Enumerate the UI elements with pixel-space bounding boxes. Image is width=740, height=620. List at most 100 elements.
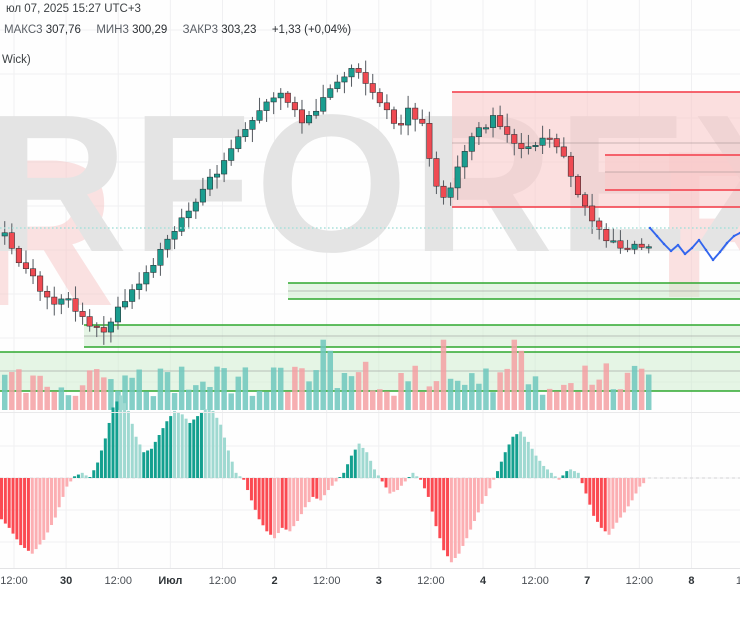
axis-tick-label: 30 — [59, 575, 73, 587]
macd-bar — [419, 478, 423, 480]
macd-bar — [88, 477, 92, 478]
macd-bar — [499, 461, 503, 478]
macd-bar — [226, 450, 230, 478]
macd-bar — [534, 455, 538, 478]
volume-bar — [178, 366, 185, 410]
candle-body — [114, 306, 121, 323]
volume-bar — [9, 372, 15, 410]
forecast-point — [704, 248, 708, 252]
macd-pane[interactable] — [0, 395, 740, 568]
macd-bar — [446, 478, 450, 557]
macd-bar — [234, 472, 238, 478]
pane-divider-1 — [0, 412, 740, 413]
volume-bar — [150, 396, 157, 410]
volume-bar — [242, 367, 249, 410]
macd-bar — [115, 401, 119, 478]
macd-bar — [449, 478, 453, 563]
forecast-line — [649, 227, 740, 261]
axis-tick-label: 12:00 — [625, 575, 654, 587]
macd-bar — [99, 450, 103, 478]
macd-bar — [319, 478, 323, 501]
macd-bar — [538, 460, 542, 478]
macd-bar — [399, 478, 403, 486]
macd-bar — [376, 475, 380, 478]
volume-bar — [497, 372, 503, 410]
candle-body — [440, 185, 447, 198]
candle-body — [72, 298, 79, 312]
candle-body — [93, 325, 100, 328]
volume-bar — [624, 372, 631, 410]
macd-bar — [215, 417, 219, 478]
macd-bar — [553, 476, 557, 478]
candle-body — [468, 136, 475, 152]
volume-bar — [164, 372, 171, 410]
candle-body — [164, 238, 171, 250]
candle-body — [475, 127, 482, 137]
volume-bar — [235, 376, 242, 410]
candle-body — [419, 118, 426, 124]
macd-bar — [276, 478, 280, 534]
macd-bar — [453, 478, 457, 558]
macd-bar — [192, 419, 196, 478]
time-axis[interactable]: 12:00 30 12:00 Июл 12:00 2 12:00 3 12:00 4 12:00 7 1… — [0, 568, 740, 620]
macd-bar — [334, 478, 338, 482]
candle-body — [553, 138, 560, 148]
macd-bar — [396, 478, 400, 491]
volume-bar — [539, 394, 546, 410]
macd-bar — [638, 478, 642, 487]
candle-body — [567, 155, 574, 177]
volume-bar — [553, 391, 560, 410]
macd-bar — [426, 478, 430, 497]
candle-body — [560, 146, 567, 157]
forecast-point — [711, 258, 715, 262]
volume-bar — [391, 395, 397, 410]
macd-bar — [403, 478, 407, 482]
macd-bar — [157, 435, 161, 478]
volume-bar — [193, 385, 199, 410]
macd-bar — [265, 478, 269, 532]
candles-group — [1, 60, 652, 345]
volume-bar — [306, 381, 312, 410]
volume-bar — [249, 395, 256, 410]
volume-bar — [518, 350, 525, 410]
axis-tick-label: 8 — [688, 575, 695, 587]
macd-bar — [69, 478, 73, 482]
macd-bar — [76, 474, 80, 478]
volume-bar — [44, 386, 50, 410]
macd-bar — [303, 478, 307, 508]
volume-bar — [143, 391, 150, 410]
macd-bar — [484, 478, 488, 497]
macd-bar — [642, 478, 646, 484]
volume-bar — [546, 388, 553, 410]
volume-bar — [377, 389, 383, 410]
volume-bar — [157, 368, 164, 410]
price-pane[interactable] — [0, 0, 740, 412]
macd-bar — [169, 416, 173, 478]
macd-bar — [19, 478, 23, 546]
candle-body — [398, 123, 405, 126]
macd-bar — [488, 478, 492, 489]
axis-tick-label: 12:00 — [104, 575, 132, 587]
macd-bar — [384, 478, 388, 488]
volume-bar — [292, 366, 298, 410]
volume-bar — [101, 377, 107, 410]
volume-bar — [638, 368, 645, 410]
macd-bar — [588, 478, 592, 505]
volume-bar — [596, 379, 602, 410]
macd-bar — [457, 478, 461, 554]
candle-body — [306, 115, 313, 124]
candle-body — [122, 301, 129, 308]
candle-body — [369, 83, 376, 93]
candle-body — [405, 107, 412, 126]
volume-bar — [447, 378, 454, 410]
macd-bar — [392, 478, 396, 492]
macd-bar — [607, 478, 611, 535]
macd-bar — [422, 478, 426, 489]
forecast-point — [738, 231, 740, 235]
volume-bar — [79, 385, 86, 410]
macd-bar — [138, 444, 142, 478]
volume-bar — [207, 386, 213, 410]
macd-bar — [173, 410, 177, 478]
candle-body — [270, 97, 277, 103]
macd-bar — [442, 478, 446, 551]
